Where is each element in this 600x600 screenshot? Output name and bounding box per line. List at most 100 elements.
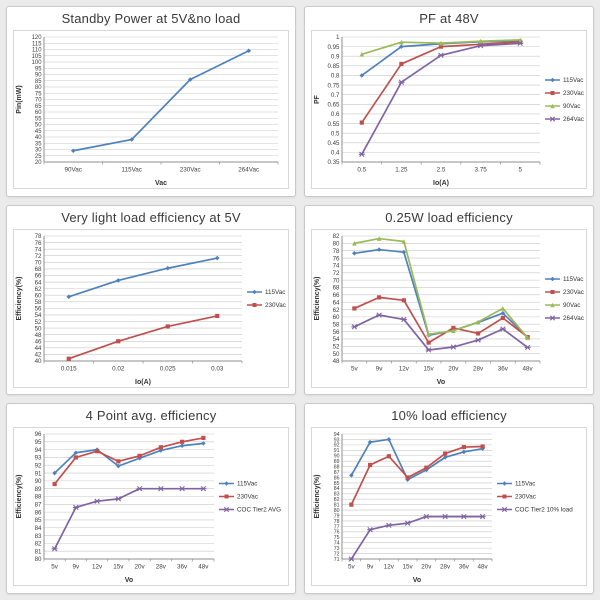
x-tick-label: 0.03 (211, 365, 224, 372)
y-tick-label: 94 (35, 447, 42, 454)
y-tick-label: 76 (35, 239, 42, 246)
legend-label: 115Vac (515, 481, 535, 488)
chart-title: 0.25W load efficiency (385, 209, 513, 225)
legend-label: 264Vac (563, 116, 584, 123)
y-tick-label: 80 (334, 508, 340, 514)
y-tick-label: 90 (35, 478, 42, 485)
y-tick-label: 58 (333, 321, 340, 328)
y-tick-label: 62 (333, 306, 340, 313)
axes: 5v 9v 12v 15v 20v 28v 36v 48v Vo Efficiency(%) (314, 235, 541, 386)
series-115vac (352, 246, 530, 340)
x-tick-label: 0.02 (112, 365, 125, 372)
y-axis-title: Efficiency(%) (314, 276, 321, 320)
y-tick-label: 74 (334, 541, 340, 547)
y-tick-label: 0.85 (327, 63, 340, 70)
data-point (502, 481, 507, 487)
y-axis-title: Efficiency(%) (16, 475, 23, 519)
chart-card-four-point-avg-efficiency: 4 Point avg. efficiency 80 81 82 83 84 85 86 87… (6, 403, 296, 594)
y-tick-label: 64 (333, 299, 340, 306)
legend: 115Vac 230Vac 90Vac 264Vac (545, 77, 584, 123)
y-tick-label: 54 (333, 336, 340, 343)
data-point (550, 302, 555, 307)
data-point (480, 444, 485, 449)
data-point (480, 446, 485, 452)
data-point (502, 494, 507, 499)
x-tick-label: 48v (478, 564, 489, 571)
y-tick-label: 0.75 (327, 82, 340, 89)
chart-title: 10% load efficiency (391, 408, 507, 424)
y-tick-label: 80 (35, 85, 42, 91)
y-tick-label: 110 (32, 48, 42, 54)
series-line (350, 445, 483, 506)
x-tick-label: 28v (473, 365, 484, 372)
y-tick-label: 74 (333, 262, 340, 269)
series-90vac (352, 235, 530, 340)
y-tick-label: 56 (333, 328, 340, 335)
y-tick-label: 105 (32, 54, 43, 60)
data-point (376, 235, 382, 241)
data-point (405, 475, 410, 480)
chart-canvas-standby-power: 2025303540455055606570758085909510010511… (16, 35, 279, 187)
x-axis-title: Vo (437, 379, 445, 386)
y-tick-label: 56 (35, 305, 42, 312)
series-230vac (352, 294, 530, 345)
y-tick-label: 35 (35, 141, 42, 147)
y-axis-title: PF (314, 94, 321, 104)
legend-label: 230Vac (563, 289, 584, 296)
legend-item: 90Vac (545, 302, 580, 309)
y-tick-label: 87 (334, 470, 340, 476)
y-tick-label: 66 (333, 292, 340, 299)
y-tick-label: 90 (35, 73, 42, 79)
data-point (158, 445, 163, 450)
series-line (350, 438, 483, 481)
data-point (252, 289, 257, 294)
legend: 115Vac 230Vac (247, 289, 286, 309)
x-tick-label: 5v (51, 564, 59, 571)
y-tick-label: 96 (35, 432, 42, 439)
axes: 5v 9v 12v 15v 20v 28v 36v 48v Vo Efficiency(%) (16, 434, 215, 584)
x-tick-label: 36v (498, 365, 509, 372)
x-tick-label: 264Vac (238, 167, 259, 174)
y-tick-label: 75 (35, 91, 42, 97)
data-point (95, 449, 100, 454)
y-tick-label: 68 (333, 284, 340, 291)
y-tick-label: 30 (35, 148, 42, 154)
legend-label: 115Vac (563, 276, 583, 283)
y-tick-label: 70 (35, 98, 42, 104)
y-tick-label: 0.95 (327, 44, 340, 51)
data-point (550, 276, 555, 281)
y-tick-label: 93 (35, 455, 42, 462)
y-tick-label: 85 (35, 79, 42, 85)
x-tick-label: 0.5 (357, 167, 366, 174)
series-115vac (349, 437, 485, 483)
y-tick-label: 82 (333, 233, 340, 240)
y-tick-label: 60 (35, 110, 42, 116)
x-tick-label: 20v (448, 365, 459, 372)
series-line (354, 313, 529, 351)
y-tick-label: 0.9 (331, 53, 340, 60)
series-line (354, 296, 529, 344)
legend-label: COC Tier2 10% load (515, 507, 573, 514)
y-tick-label: 84 (334, 487, 340, 493)
y-tick-label: 76 (333, 255, 340, 262)
x-axis-title: Vo (125, 577, 133, 584)
x-tick-label: 5v (348, 564, 356, 571)
y-tick-label: 50 (35, 325, 42, 332)
series-230vac (66, 313, 220, 361)
legend-item: COC Tier2 AVG (219, 507, 281, 514)
data-point (214, 255, 220, 260)
x-axis-title: Io(A) (433, 180, 449, 187)
y-tick-label: 62 (35, 286, 42, 293)
data-point (352, 240, 357, 246)
data-point (70, 148, 76, 154)
y-tick-label: 65 (35, 104, 42, 110)
y-tick-label: 64 (35, 279, 42, 286)
data-point (359, 120, 364, 125)
data-point (349, 473, 354, 478)
x-tick-label: 28v (156, 564, 167, 571)
data-point (426, 331, 431, 337)
x-tick-label: 48v (198, 564, 209, 571)
